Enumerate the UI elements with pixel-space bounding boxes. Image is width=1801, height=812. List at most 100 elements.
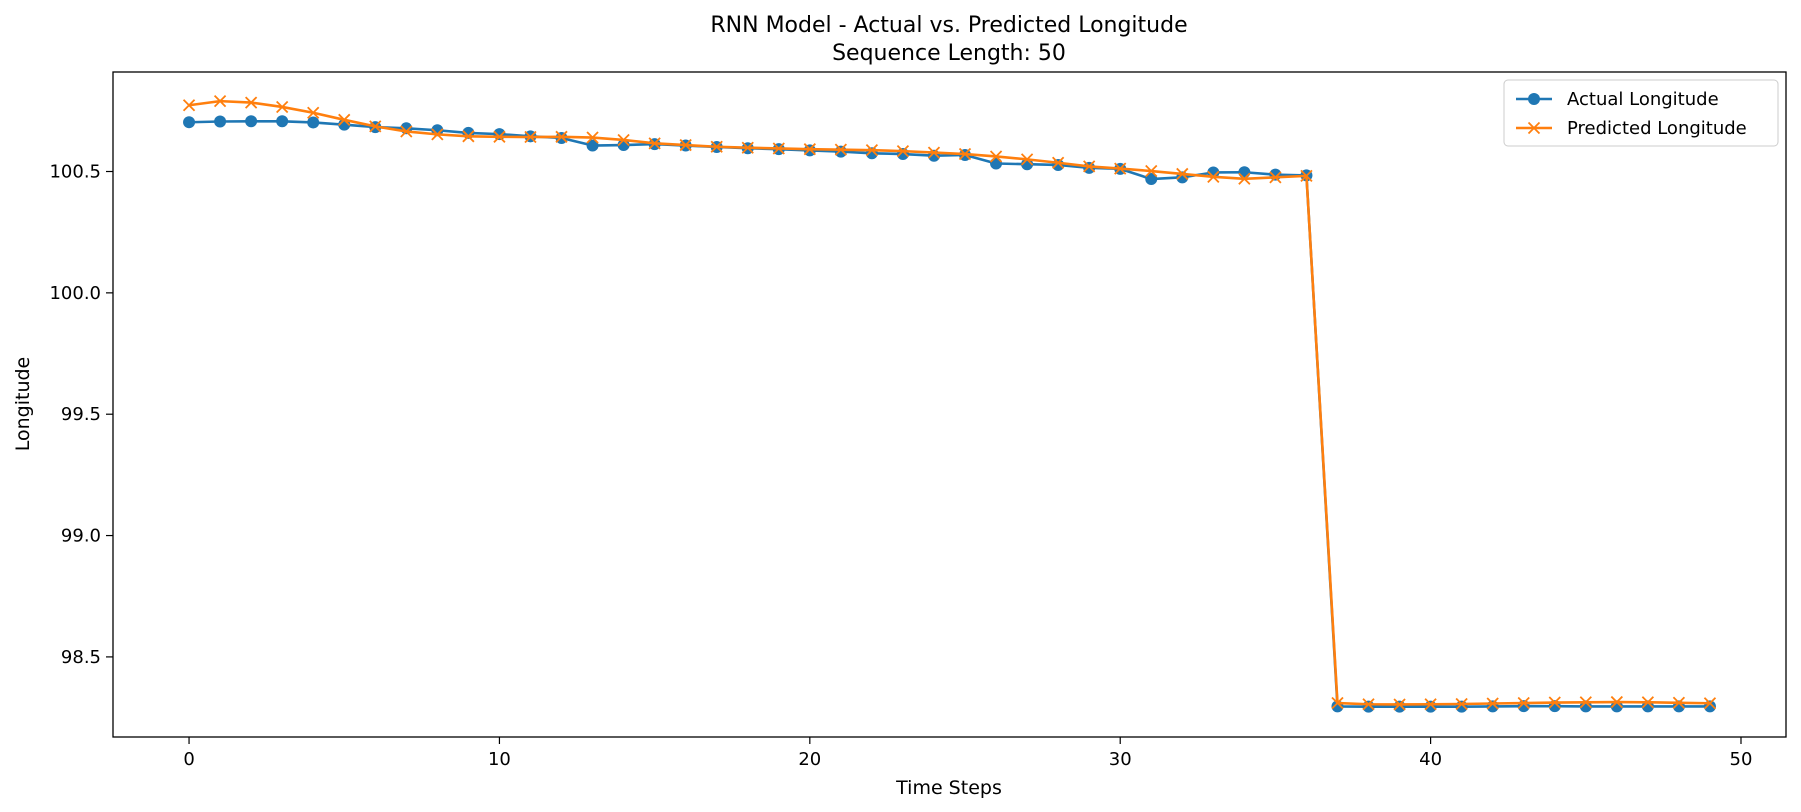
x-tick-label: 0 <box>183 749 194 770</box>
data-point <box>214 115 227 128</box>
marker-stroke <box>617 133 630 147</box>
marker-stroke <box>1362 698 1375 711</box>
marker-stroke <box>1176 167 1189 181</box>
marker-stroke <box>1051 156 1065 169</box>
marker-stroke <box>1393 698 1406 711</box>
marker-stroke <box>710 140 723 153</box>
data-point <box>1424 700 1437 713</box>
marker-stroke <box>896 144 910 158</box>
data-point <box>1455 697 1468 711</box>
marker-stroke <box>493 130 506 143</box>
marker-stroke <box>648 137 661 150</box>
legend-marker <box>1528 93 1540 105</box>
data-point <box>276 100 289 114</box>
marker-stroke <box>1269 171 1282 184</box>
y-tick-label: 100.5 <box>49 162 101 183</box>
marker-stroke <box>1300 169 1313 183</box>
data-point <box>1331 696 1344 710</box>
marker-stroke <box>865 144 879 157</box>
data-point <box>648 137 661 150</box>
data-point <box>1176 167 1189 181</box>
data-point <box>896 144 910 158</box>
data-point <box>1393 698 1406 711</box>
data-point <box>1610 700 1623 713</box>
chart-subtitle: Sequence Length: 50 <box>832 41 1066 66</box>
x-tick-label: 10 <box>488 749 511 770</box>
marker-stroke <box>1703 697 1717 710</box>
y-tick-label: 98.5 <box>61 647 101 668</box>
marker-stroke <box>741 141 754 154</box>
marker-stroke <box>1114 162 1127 175</box>
y-tick-label: 99.5 <box>61 404 101 425</box>
data-point <box>1362 698 1375 711</box>
marker-stroke <box>927 146 941 159</box>
data-point <box>1114 162 1127 175</box>
marker-stroke <box>1641 696 1655 709</box>
legend-label: Predicted Longitude <box>1567 118 1747 139</box>
data-point <box>834 143 848 156</box>
y-axis-label: Longitude <box>12 357 34 452</box>
data-point <box>741 141 754 154</box>
data-point <box>679 138 692 152</box>
series-line <box>189 119 1710 708</box>
legend-item-1: Actual Longitude <box>1516 89 1719 110</box>
y-tick-label: 100.0 <box>49 283 101 304</box>
marker-stroke <box>182 99 196 112</box>
data-point <box>462 130 475 143</box>
marker-stroke <box>803 143 816 156</box>
marker-stroke <box>1455 697 1468 711</box>
data-point <box>493 128 506 141</box>
marker-stroke <box>989 150 1003 163</box>
marker-stroke <box>1424 698 1437 711</box>
marker-stroke <box>555 130 568 143</box>
data-point <box>1517 696 1530 710</box>
data-point <box>1238 172 1251 185</box>
data-point <box>1641 696 1655 709</box>
data-point <box>1672 696 1686 709</box>
marker-stroke <box>1548 696 1561 709</box>
legend-item-2: Predicted Longitude <box>1516 118 1747 139</box>
data-point <box>586 131 599 144</box>
marker-stroke <box>1207 170 1220 183</box>
data-point <box>989 150 1003 163</box>
data-point <box>1052 158 1065 171</box>
data-point <box>865 144 879 157</box>
marker-stroke <box>1610 695 1623 709</box>
data-point <box>182 99 196 112</box>
marker-stroke <box>400 125 413 138</box>
data-point <box>1362 700 1375 713</box>
axes-frame <box>112 71 1787 738</box>
data-point <box>1207 170 1220 183</box>
marker-stroke <box>1238 172 1251 185</box>
marker-stroke <box>1672 696 1686 709</box>
data-point <box>958 147 972 161</box>
data-point <box>1269 171 1282 184</box>
data-point <box>245 115 258 128</box>
marker-stroke <box>1020 153 1034 166</box>
marker-stroke <box>524 130 537 144</box>
data-point <box>493 130 506 143</box>
data-point <box>431 128 444 141</box>
data-point <box>555 130 568 143</box>
data-point <box>1083 160 1096 173</box>
data-point <box>1455 700 1468 713</box>
data-point <box>276 115 289 128</box>
data-point <box>338 113 351 126</box>
data-point <box>1300 169 1313 183</box>
data-point <box>710 140 723 153</box>
data-point <box>400 125 413 138</box>
data-point <box>1051 156 1065 169</box>
data-point <box>617 133 630 147</box>
x-axis-label: Time Steps <box>895 777 1002 799</box>
data-point <box>1020 153 1034 166</box>
data-point <box>369 120 382 133</box>
legend-marker <box>1527 121 1541 135</box>
data-point <box>1145 164 1158 178</box>
marker-stroke <box>1517 696 1530 710</box>
series-2 <box>182 94 1717 711</box>
marker-stroke <box>369 120 382 133</box>
axis-ticks: 0 10 20 30 40 50 98.5 99.0 99.5 100.0 100.5 <box>49 162 1752 770</box>
data-point <box>1145 173 1158 186</box>
